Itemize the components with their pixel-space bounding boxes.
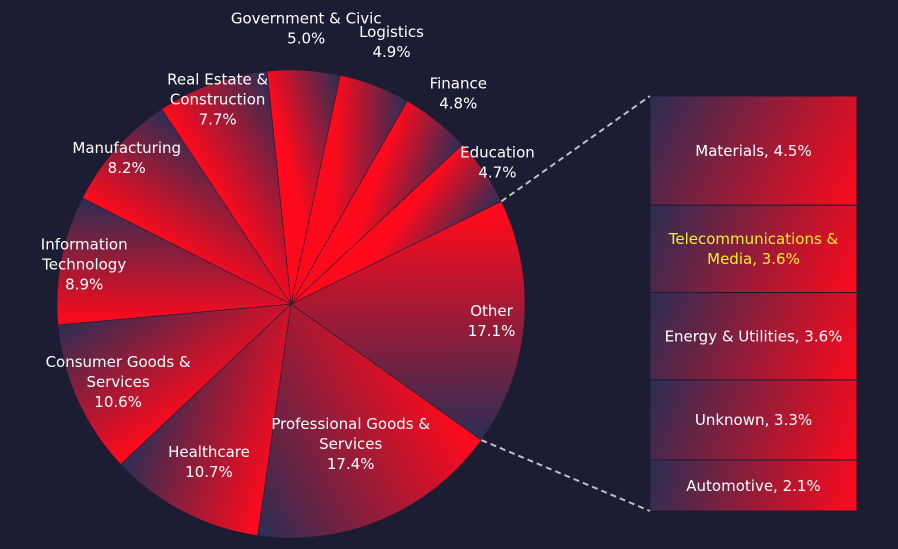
bar-segment-materials [649, 95, 858, 206]
pie-slices [56, 69, 526, 539]
labels: Other 17.1% Professional Goods & Services 17… [41, 10, 843, 495]
bar-label-unknown: Unknown, 3.3% [695, 411, 812, 429]
connector-line-bottom [481, 439, 651, 512]
bar-segment-telecommunications-and-media [649, 204, 858, 294]
pie-slice-consumer-goods-and-services [57, 303, 292, 465]
bar-segment-energy-and-utilities [649, 292, 858, 381]
pie-slice-information-technology [56, 197, 293, 326]
bar-label-materials: Materials, 4.5% [695, 142, 811, 160]
pie-label-manufacturing: Manufacturing 8.2% [72, 139, 181, 177]
pie-label-other: Other 17.1% [468, 302, 516, 340]
pie-label-education: Education 4.7% [460, 144, 535, 182]
pie-label-healthcare: Healthcare 10.7% [168, 443, 250, 481]
bar-segment-automotive [649, 459, 858, 512]
bar-label-energy-and-utilities: Energy & Utilities, 3.6% [665, 328, 843, 346]
bar-label-automotive: Automotive, 2.1% [686, 477, 820, 495]
pie-label-finance: Finance 4.8% [430, 75, 487, 113]
pie-label-government-and-civic: Government & Civic 5.0% [231, 10, 382, 48]
pie-slice-other [290, 201, 526, 441]
pie-label-consumer-goods-and-services: Consumer Goods & Services 10.6% [46, 353, 191, 411]
pie-slice-manufacturing [81, 108, 292, 305]
pie-slice-healthcare [120, 303, 292, 536]
pie-label-real-estate-and-construction: Real Estate & Construction 7.7% [167, 70, 268, 128]
bar-segments [649, 95, 858, 512]
pie-slice-professional-goods-and-services [257, 303, 482, 539]
connector-line-top [500, 95, 651, 203]
connector-lines [481, 95, 651, 512]
pie-label-professional-goods-and-services: Professional Goods & Services 17.4% [271, 415, 430, 473]
pie-label-logistics: Logistics 4.9% [359, 23, 424, 61]
pie-slice-real-estate-and-construction [161, 70, 292, 305]
bar-segment-unknown [649, 379, 858, 461]
pie-label-information-technology: Information Technology 8.9% [41, 235, 128, 293]
bar-label-telecommunications-and-media: Telecommunications & Media, 3.6% [668, 230, 839, 268]
